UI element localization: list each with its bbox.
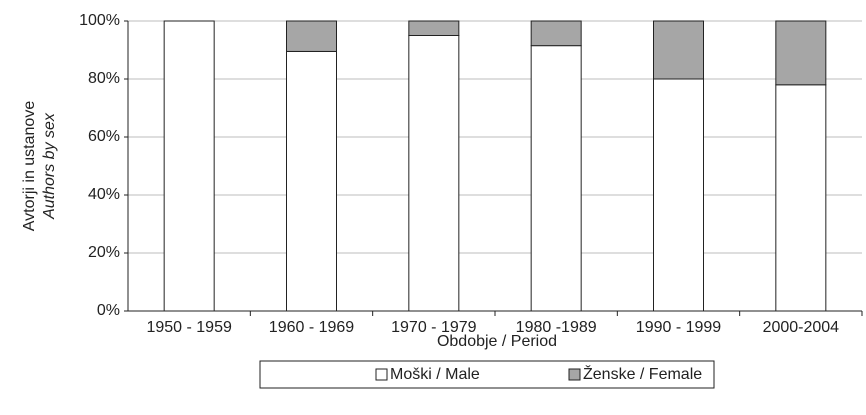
bar-segment bbox=[653, 20, 704, 80]
y-axis-title: Avtorji in ustanove bbox=[21, 101, 38, 232]
bar-segment bbox=[530, 45, 582, 312]
legend-box bbox=[259, 360, 715, 389]
legend-swatch bbox=[568, 368, 581, 381]
y-tick-label: 20% bbox=[88, 244, 120, 261]
bar-segment bbox=[653, 78, 704, 312]
x-tick-label: 1960 - 1969 bbox=[269, 319, 355, 336]
x-tick-label: 1970 - 1979 bbox=[391, 319, 477, 336]
y-tick-label: 80% bbox=[88, 70, 120, 87]
bar-segment bbox=[775, 84, 827, 312]
legend-label: Ženske / Female bbox=[583, 364, 702, 383]
x-axis-title: Obdobje / Period bbox=[437, 333, 557, 350]
bar-segment bbox=[408, 20, 460, 36]
bar-segment bbox=[286, 50, 337, 312]
bar-segment bbox=[163, 20, 215, 312]
y-tick-label: 40% bbox=[88, 186, 120, 203]
y-tick-label: 60% bbox=[88, 128, 120, 145]
y-tick-label: 0% bbox=[97, 302, 120, 319]
legend-label: Moški / Male bbox=[390, 366, 480, 383]
bar-segment bbox=[530, 20, 582, 47]
y-tick-label: 100% bbox=[79, 12, 120, 29]
x-tick-label: 1990 - 1999 bbox=[636, 319, 722, 336]
bar-segment bbox=[408, 35, 460, 312]
bar-segment bbox=[286, 20, 337, 52]
x-tick-label: 1950 - 1959 bbox=[146, 319, 232, 336]
legend-swatch bbox=[375, 368, 388, 381]
bar-segment bbox=[775, 20, 827, 86]
y-axis-title: Authors by sex bbox=[41, 112, 58, 220]
x-tick-label: 1980 -1989 bbox=[516, 319, 597, 336]
x-tick-label: 2000-2004 bbox=[763, 319, 840, 336]
